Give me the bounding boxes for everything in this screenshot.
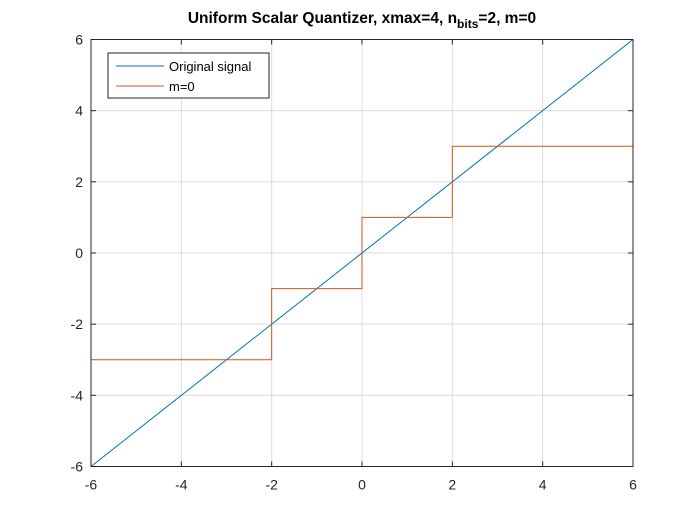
x-tick-label: 0 [358,477,366,493]
axis-ticks: -6 -4 -2 0 2 4 6 -6 -4 -2 0 2 4 6 [71,32,638,493]
chart-title-subscript: bits [457,17,479,31]
y-tick-label: 6 [75,32,83,48]
y-tick-label: -4 [71,387,84,403]
x-tick-label: -4 [175,477,188,493]
x-tick-label: -2 [265,477,278,493]
y-tick-label: -2 [71,316,84,332]
legend: Original signal m=0 [107,52,270,99]
series-lines [90,39,634,467]
legend-box [107,52,270,99]
x-tick-label: 6 [629,477,637,493]
y-tick-label: 4 [75,103,83,119]
chart-title: Uniform Scalar Quantizer, xmax=4, nbits=… [188,10,536,31]
x-tick-label: -6 [85,477,98,493]
chart-title-suffix: =2, m=0 [478,10,536,27]
legend-label: Original signal [169,59,251,74]
x-tick-label: 4 [539,477,547,493]
y-tick-label: -6 [71,459,84,475]
y-tick-label: 2 [75,174,83,190]
x-tick-label: 2 [448,477,456,493]
series-line-quantized [91,145,633,361]
legend-label: m=0 [169,79,195,94]
chart-title-prefix: Uniform Scalar Quantizer, xmax=4, n [188,10,457,27]
y-tick-label: 0 [75,245,83,261]
